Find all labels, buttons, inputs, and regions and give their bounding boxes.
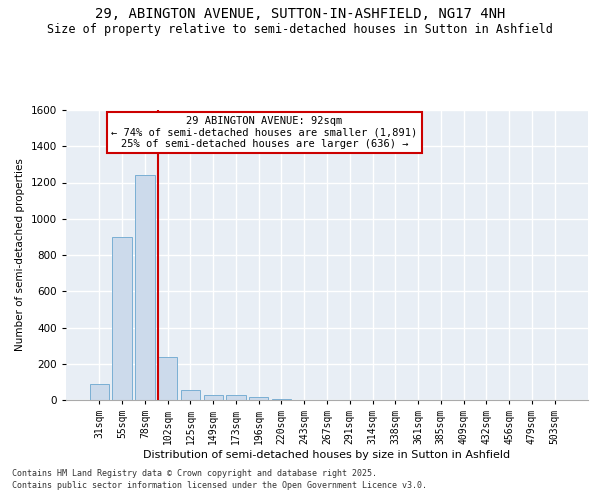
X-axis label: Distribution of semi-detached houses by size in Sutton in Ashfield: Distribution of semi-detached houses by … <box>143 450 511 460</box>
Text: 29 ABINGTON AVENUE: 92sqm
← 74% of semi-detached houses are smaller (1,891)
25% : 29 ABINGTON AVENUE: 92sqm ← 74% of semi-… <box>111 116 418 149</box>
Text: 29, ABINGTON AVENUE, SUTTON-IN-ASHFIELD, NG17 4NH: 29, ABINGTON AVENUE, SUTTON-IN-ASHFIELD,… <box>95 8 505 22</box>
Bar <box>158 358 178 400</box>
Bar <box>90 384 109 400</box>
Bar <box>203 394 223 400</box>
Bar <box>181 390 200 400</box>
Bar <box>135 176 155 400</box>
Text: Contains HM Land Registry data © Crown copyright and database right 2025.: Contains HM Land Registry data © Crown c… <box>12 468 377 477</box>
Bar <box>112 237 132 400</box>
Bar <box>249 396 268 400</box>
Text: Contains public sector information licensed under the Open Government Licence v3: Contains public sector information licen… <box>12 481 427 490</box>
Bar <box>272 399 291 400</box>
Y-axis label: Number of semi-detached properties: Number of semi-detached properties <box>15 158 25 352</box>
Text: Size of property relative to semi-detached houses in Sutton in Ashfield: Size of property relative to semi-detach… <box>47 22 553 36</box>
Bar <box>226 396 245 400</box>
